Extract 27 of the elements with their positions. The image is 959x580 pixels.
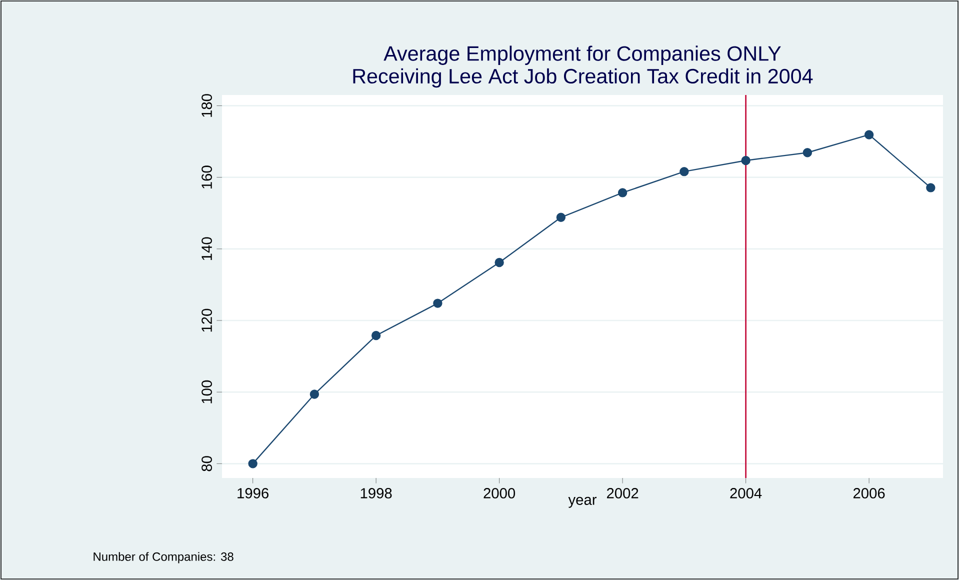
- y-tick-label: 120: [202, 308, 212, 332]
- x-tick-label: 2002: [606, 488, 638, 498]
- point: [494, 258, 504, 268]
- point: [248, 459, 258, 468]
- x-tick-label: 1996: [238, 488, 268, 498]
- y-tick-label: 80: [202, 456, 212, 472]
- point: [864, 130, 874, 140]
- y-tick-label: 140: [202, 237, 212, 260]
- x-tick-label: 2006: [853, 488, 885, 498]
- point: [618, 188, 628, 198]
- point: [371, 330, 381, 340]
- x-axis-title: year: [568, 496, 597, 508]
- point: [680, 166, 689, 176]
- text: Number of Companies: 38: [94, 552, 234, 564]
- y-tick-label: 100: [202, 380, 212, 404]
- point: [433, 298, 442, 308]
- x-tick-label: 1998: [360, 488, 392, 498]
- point: [802, 148, 812, 158]
- y-tick-label: 160: [202, 166, 212, 188]
- x-tick-label: 2000: [484, 488, 516, 498]
- y-tick-label: 180: [202, 94, 212, 117]
- chart-title: Average Employment for Companies ONLY Receiving Lee Act Job Creation Tax Credit in 2004: [353, 46, 813, 88]
- point: [926, 183, 936, 192]
- point: [556, 212, 566, 222]
- point: [741, 156, 750, 166]
- point: [310, 390, 320, 399]
- x-tick-label: 2004: [730, 488, 762, 498]
